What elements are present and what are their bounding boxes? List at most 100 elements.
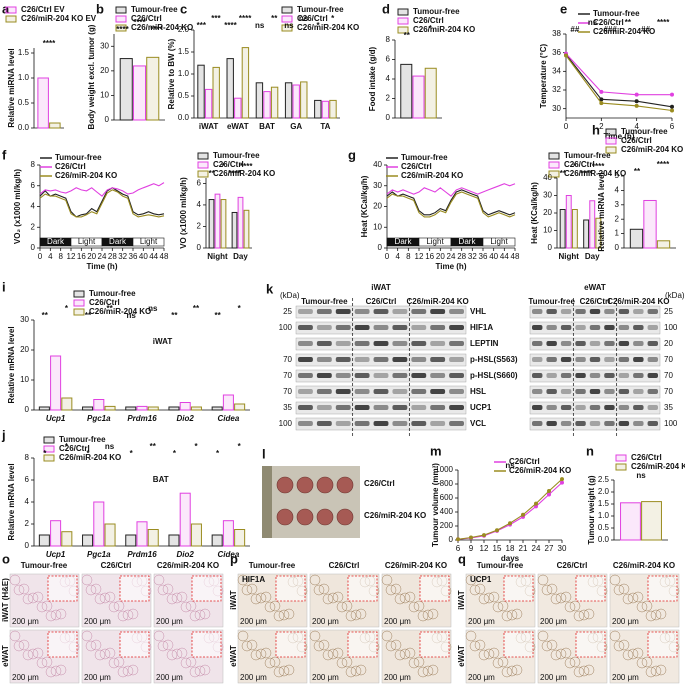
kda-unit: (kDa) bbox=[665, 291, 685, 300]
adipocyte bbox=[255, 648, 267, 660]
adipocyte bbox=[313, 640, 325, 652]
adipocyte bbox=[313, 584, 325, 596]
adipocyte bbox=[94, 649, 106, 661]
legend-label: C26/Ctrl bbox=[401, 162, 432, 171]
bar bbox=[104, 523, 116, 547]
period-label: Light bbox=[140, 237, 158, 246]
adipocyte bbox=[36, 601, 48, 613]
legend-label: C26/Ctrl bbox=[55, 162, 86, 171]
bar bbox=[147, 529, 159, 547]
blot-band bbox=[589, 405, 601, 410]
legend-swatch bbox=[397, 8, 409, 16]
blot-band bbox=[647, 389, 658, 394]
x-tick-label: 44 bbox=[149, 252, 158, 261]
adipocyte bbox=[50, 609, 62, 621]
blot-band bbox=[373, 309, 389, 314]
legend-label: C26/miR-204 KO bbox=[593, 27, 655, 36]
kda-marker: 35 bbox=[283, 403, 292, 412]
x-tick-label: 24 bbox=[447, 252, 456, 261]
y-tick-label: 34 bbox=[552, 66, 561, 75]
adipocyte bbox=[166, 593, 178, 605]
adipocyte bbox=[501, 610, 513, 622]
adipocyte bbox=[483, 648, 495, 660]
adipocyte bbox=[422, 609, 434, 621]
blot-band bbox=[298, 421, 313, 426]
adipocyte bbox=[537, 574, 549, 586]
x-tick-label: 44 bbox=[500, 252, 509, 261]
blot-band bbox=[532, 357, 543, 362]
y-tick-label: 10 bbox=[543, 226, 552, 235]
adipocyte bbox=[166, 649, 178, 661]
blot-band bbox=[532, 421, 543, 426]
bar bbox=[571, 209, 578, 249]
column-label: C26/Ctrl bbox=[329, 561, 360, 570]
adipocyte bbox=[250, 649, 262, 661]
adipocyte bbox=[113, 600, 125, 612]
adipocyte bbox=[18, 639, 30, 651]
x-tick-label: TA bbox=[320, 122, 330, 131]
adipocyte bbox=[399, 648, 411, 660]
kda-marker: 35 bbox=[664, 403, 673, 412]
legend-swatch bbox=[5, 15, 17, 23]
y-tick-label: 38 bbox=[552, 29, 561, 38]
adipocyte bbox=[345, 666, 357, 678]
significance: ** bbox=[214, 311, 221, 320]
adipocyte bbox=[636, 657, 648, 669]
adipocyte bbox=[501, 666, 513, 678]
scale-bar-label: 200 μm bbox=[156, 673, 183, 682]
legend-swatch bbox=[615, 463, 627, 471]
blot-band bbox=[411, 341, 427, 346]
blot-band bbox=[575, 357, 586, 362]
adipocyte bbox=[622, 649, 634, 661]
blot-band bbox=[449, 389, 464, 394]
adipocyte bbox=[569, 656, 581, 668]
point bbox=[670, 108, 674, 113]
blot-band bbox=[298, 405, 313, 410]
legend-label: Tumour-free bbox=[213, 151, 260, 160]
blot-band bbox=[589, 341, 601, 346]
group-label: Tumour-free bbox=[301, 297, 348, 306]
y-tick-label: 1.0 bbox=[178, 69, 190, 78]
period-label: Light bbox=[78, 237, 96, 246]
tissue-label: eWAT bbox=[584, 283, 606, 292]
kda-marker: 100 bbox=[664, 323, 678, 332]
blot-band bbox=[298, 309, 313, 314]
adipocyte bbox=[32, 591, 44, 603]
significance: ** bbox=[193, 304, 200, 313]
bar bbox=[641, 501, 662, 541]
significance: *** bbox=[197, 21, 207, 30]
x-tick-label: 18 bbox=[506, 544, 515, 553]
x-tick-label: 40 bbox=[489, 252, 498, 261]
y-tick-label: 0 bbox=[548, 243, 553, 252]
x-tick-label: 12 bbox=[415, 252, 424, 261]
bar bbox=[38, 534, 50, 547]
blot-band bbox=[546, 325, 557, 330]
legend-label: C26/Ctrl EV bbox=[21, 5, 65, 14]
legend-swatch bbox=[548, 170, 560, 178]
y-tick-label: 4 bbox=[25, 497, 30, 506]
y-tick-label: 400 bbox=[440, 507, 454, 516]
panel-label: j bbox=[1, 427, 6, 442]
series-line bbox=[39, 182, 165, 197]
significance: * bbox=[429, 24, 433, 33]
adipocyte bbox=[573, 666, 585, 678]
adipocyte bbox=[322, 593, 334, 605]
blot-band bbox=[647, 357, 658, 362]
adipocyte bbox=[332, 647, 344, 659]
adipocyte bbox=[81, 630, 93, 642]
y-tick-label: 0 bbox=[31, 243, 36, 252]
significance: * bbox=[216, 449, 220, 458]
group-label: C26/miR-204 KO bbox=[407, 297, 469, 306]
bar bbox=[255, 82, 264, 119]
legend-label: C26/miR-204 KO bbox=[413, 25, 475, 34]
legend-label: Tumour-free bbox=[297, 5, 344, 14]
legend-swatch bbox=[115, 15, 127, 23]
blot-band bbox=[618, 357, 630, 362]
blot-band bbox=[335, 325, 351, 330]
adipocyte bbox=[345, 610, 357, 622]
legend-label: C26/miR-204 KO EV bbox=[21, 14, 97, 23]
adipocyte bbox=[341, 656, 353, 668]
x-tick-label: 32 bbox=[468, 252, 477, 261]
adipocyte bbox=[632, 591, 644, 603]
adipocyte bbox=[541, 640, 553, 652]
